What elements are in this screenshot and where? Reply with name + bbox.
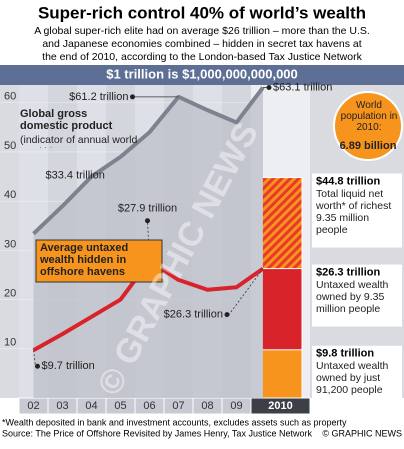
untaxed-label-box: Average untaxed wealth hidden in offshor… [40, 242, 129, 278]
x-tick-label: 2010 [268, 400, 292, 412]
value-label: $9.7 trillion [42, 360, 95, 372]
x-tick-label: 03 [56, 400, 68, 412]
value-label: $26.3 trillion [164, 308, 223, 320]
label-dot [145, 218, 150, 224]
bar-value-label: $44.8 trillion [316, 175, 380, 187]
value-label: $63.1 trillion [273, 81, 332, 93]
label-dot [35, 363, 40, 369]
footnote: *Wealth deposited in bank and investment… [2, 417, 347, 427]
label-dot [130, 94, 135, 100]
x-tick-label: 07 [172, 400, 184, 412]
leader [33, 350, 36, 367]
source: Source: The Price of Offshore Revisited … [2, 428, 312, 438]
y-tick-label: 30 [4, 238, 16, 250]
bar-text-box: Untaxed wealth owned by just 91,200 peop… [316, 359, 389, 396]
x-tick-label: 04 [85, 400, 97, 412]
y-tick-label: 40 [4, 189, 16, 201]
y-tick-label: 20 [4, 287, 16, 299]
bar-value-label: $26.3 trillion [316, 266, 380, 278]
x-tick-label: 06 [143, 400, 155, 412]
label-dot [266, 85, 272, 91]
y-tick-label: 60 [4, 91, 16, 103]
subtitle: and Japanese economies combined – hidden… [42, 38, 361, 50]
gdp-label-box: Global gross domestic product [20, 108, 113, 132]
banner-text: $1 trillion is $1,000,000,000,000 [106, 66, 298, 81]
leader [228, 268, 264, 315]
y-tick-label: 50 [4, 140, 16, 152]
untaxed-label: Average untaxed wealth hidden in offshor… [40, 242, 129, 278]
value-label: $33.4 trillion [46, 170, 105, 182]
population-label: World population in 2010: [340, 100, 398, 133]
x-tick-label: 05 [114, 400, 126, 412]
label-dot [224, 312, 230, 318]
bar-label-bg [312, 264, 402, 327]
bar-label-bg [312, 345, 402, 408]
population-value: 6.89 billion [340, 140, 397, 152]
banner [0, 65, 404, 85]
bar [261, 349, 303, 399]
series-label-box [35, 239, 163, 283]
bar-text: Untaxed wealth owned by just 91,200 peop… [316, 359, 389, 396]
title: Super-rich control 40% of world’s wealth [38, 3, 366, 22]
gdp-note-box: (indicator of annual world wealth) [20, 134, 138, 148]
value-label: $27.9 trillion [118, 203, 177, 215]
bar-value-label: $9.8 trillion [316, 348, 374, 360]
bar-text: Untaxed wealth owned by 9.35 million peo… [316, 278, 389, 315]
bar-label-bg [312, 173, 402, 248]
bar-text: Total liquid net worth* of richest 9.35 … [316, 187, 392, 236]
bar-text-box: Untaxed wealth owned by 9.35 million peo… [316, 278, 389, 315]
subtitle: A global super-rich elite had on average… [34, 25, 370, 37]
x-tick-label: 02 [27, 400, 39, 412]
x-tick-label: 09 [230, 400, 242, 412]
credit: © GRAPHIC NEWS [322, 428, 402, 438]
y-tick-label: 10 [4, 337, 16, 349]
value-label: $61.2 trillion [69, 91, 128, 103]
bar-text-box: Total liquid net worth* of richest 9.35 … [316, 187, 392, 236]
population-label-box: World population in 2010: [340, 100, 398, 133]
subtitle: the end of 2010, according to the London… [42, 51, 362, 63]
x-tick-label: 08 [201, 400, 213, 412]
series-line [32, 86, 265, 236]
gdp-note: (indicator of annual world wealth) [20, 134, 138, 148]
gdp-label: Global gross domestic product [20, 108, 113, 132]
population-circle [333, 91, 403, 161]
